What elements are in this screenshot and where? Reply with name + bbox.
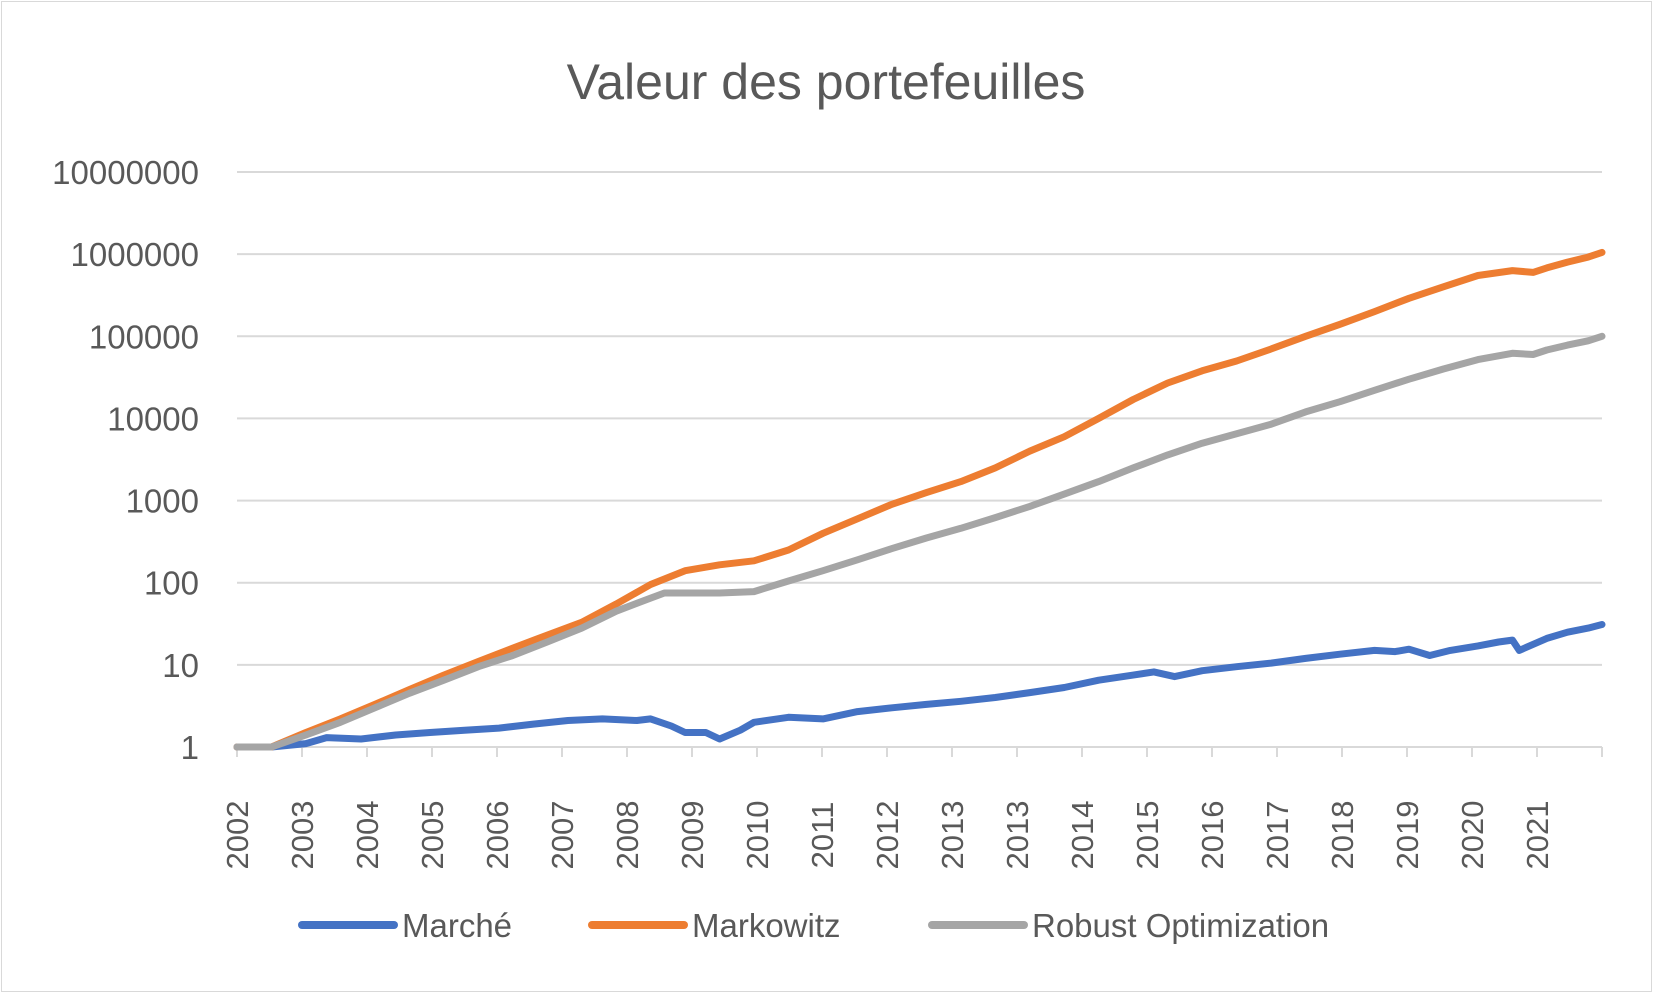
y-tick-label-4: 10000 — [107, 400, 199, 437]
x-tick-label-20: 2021 — [1520, 801, 1555, 870]
x-tick-label-8: 2010 — [740, 801, 775, 870]
y-tick-label-0: 1 — [181, 729, 199, 766]
y-axis-ticks: 1 10 100 1000 10000 100000 1000000 10000000 — [52, 154, 199, 766]
x-tick-label-18: 2019 — [1390, 801, 1425, 870]
legend-label-0: Marché — [402, 907, 512, 944]
y-tick-label-5: 100000 — [89, 318, 199, 355]
x-tick-label-11: 2013 — [935, 801, 970, 870]
x-tick-label-1: 2003 — [285, 801, 320, 870]
x-tick-label-17: 2018 — [1325, 801, 1360, 870]
x-tick-label-15: 2016 — [1195, 801, 1230, 870]
legend-label-2: Robust Optimization — [1032, 907, 1329, 944]
x-tick-label-12: 2013 — [1000, 801, 1035, 870]
x-tick-label-2: 2004 — [350, 801, 385, 870]
x-tick-label-14: 2015 — [1130, 801, 1165, 870]
x-tick-label-0: 2002 — [220, 801, 255, 870]
chart-title: Valeur des portefeuilles — [567, 54, 1086, 110]
series-lines — [233, 248, 1606, 751]
gridlines — [237, 171, 1602, 748]
x-tick-label-4: 2006 — [480, 801, 515, 870]
x-tick-label-10: 2012 — [870, 801, 905, 870]
y-tick-label-3: 1000 — [126, 483, 199, 520]
y-tick-label-6: 1000000 — [71, 236, 199, 273]
y-tick-label-1: 10 — [162, 647, 199, 684]
x-tick-label-13: 2014 — [1065, 801, 1100, 870]
x-tick-label-9: 2011 — [805, 802, 840, 869]
y-tick-label-7: 10000000 — [52, 154, 199, 191]
x-tick-label-19: 2020 — [1455, 801, 1490, 870]
series-line-robust-optimization — [233, 332, 1606, 751]
x-tick-label-5: 2007 — [545, 801, 580, 870]
x-axis: 2002 2003 2004 2005 2006 2007 2008 2009 2010 2011… — [220, 746, 1603, 870]
x-tick-label-16: 2017 — [1260, 801, 1295, 870]
legend: Marché Markowitz Robust Optimization — [298, 907, 1329, 944]
legend-label-1: Markowitz — [692, 907, 841, 944]
y-tick-label-2: 100 — [144, 565, 199, 602]
series-line-markowitz — [233, 248, 1606, 751]
series-line-march- — [233, 621, 1606, 751]
x-tick-label-6: 2008 — [610, 801, 645, 870]
x-tick-label-3: 2005 — [415, 801, 450, 870]
x-tick-label-7: 2009 — [675, 801, 710, 870]
